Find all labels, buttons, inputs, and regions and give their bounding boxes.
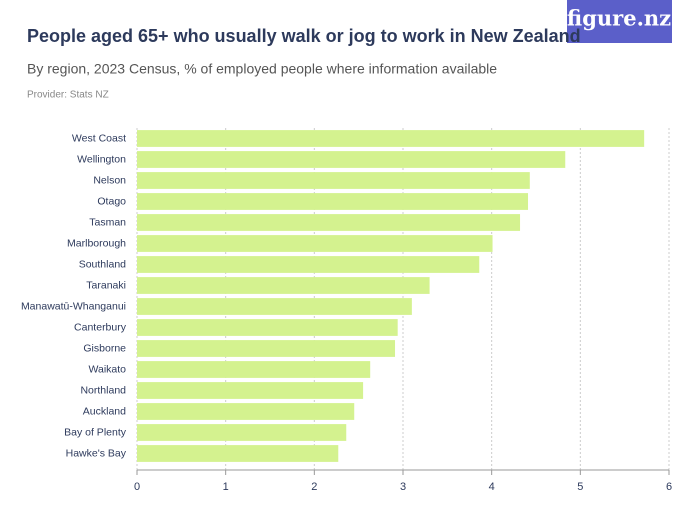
y-tick-label: Wellington (77, 153, 126, 165)
chart-subtitle: By region, 2023 Census, % of employed pe… (27, 61, 497, 77)
y-tick-label: Taranaki (86, 279, 126, 291)
logo: figure.nz (567, 6, 671, 31)
y-tick-label: Marlborough (67, 237, 126, 249)
bar (137, 172, 530, 189)
y-tick-label: Hawke's Bay (66, 447, 127, 459)
source: Provider: Stats NZ (27, 90, 109, 101)
y-tick-label: West Coast (72, 132, 126, 144)
x-tick-label: 4 (489, 481, 495, 493)
bar (137, 445, 339, 462)
bar (137, 130, 645, 147)
chart-title: People aged 65+ who usually walk or jog … (27, 26, 581, 46)
bar (137, 235, 493, 252)
bar (137, 277, 430, 294)
y-tick-label: Southland (79, 258, 126, 270)
y-tick-label: Gisborne (83, 342, 126, 354)
bar (137, 319, 398, 336)
y-tick-label: Canterbury (74, 321, 127, 333)
y-tick-label: Bay of Plenty (64, 426, 127, 438)
y-tick-label: Waikato (88, 363, 126, 375)
bar (137, 403, 355, 420)
bar (137, 256, 480, 273)
bar (137, 382, 364, 399)
bar (137, 298, 412, 315)
bar (137, 340, 396, 357)
y-tick-label: Nelson (93, 174, 126, 186)
bar (137, 214, 521, 231)
y-tick-label: Manawatū-Whanganui (21, 300, 126, 312)
x-tick-label: 5 (577, 481, 583, 493)
x-tick-label: 2 (311, 481, 317, 493)
x-tick-label: 6 (666, 481, 672, 493)
bar (137, 361, 371, 378)
x-tick-label: 1 (223, 481, 229, 493)
bar (137, 193, 529, 210)
x-tick-label: 3 (400, 481, 406, 493)
bar (137, 424, 347, 441)
y-tick-label: Tasman (89, 216, 126, 228)
bar (137, 151, 566, 168)
logo-box (567, 0, 672, 43)
x-tick-label: 0 (134, 481, 140, 493)
y-tick-label: Auckland (83, 405, 126, 417)
y-tick-label: Otago (97, 195, 126, 207)
y-tick-label: Northland (80, 384, 126, 396)
